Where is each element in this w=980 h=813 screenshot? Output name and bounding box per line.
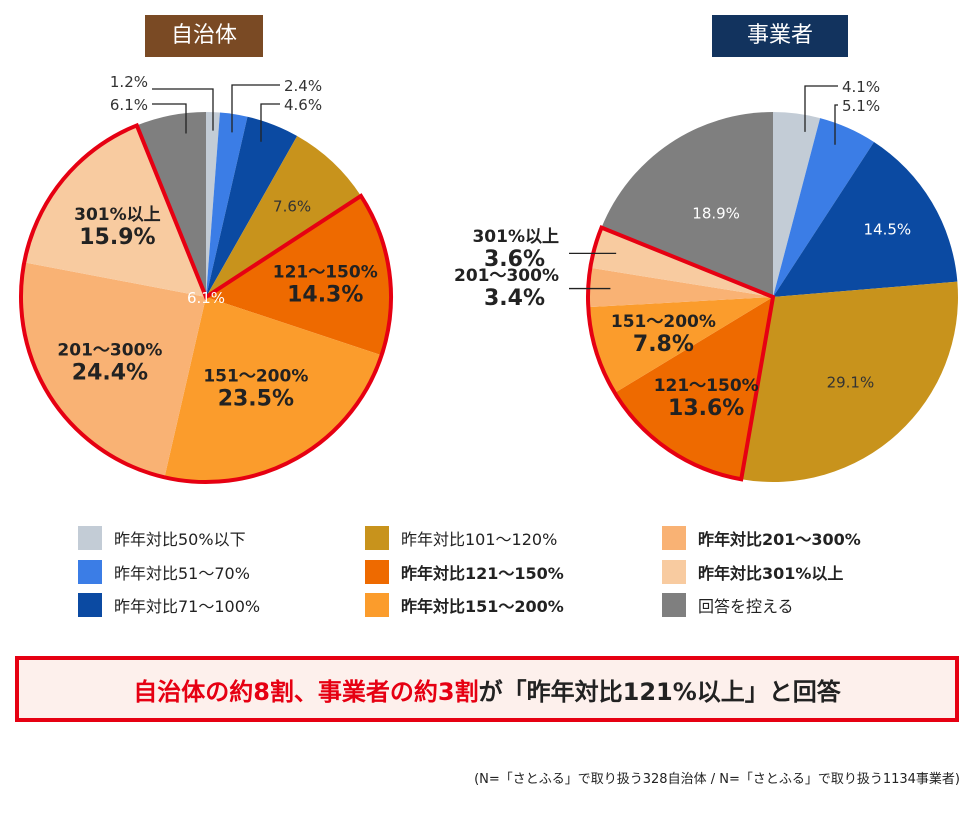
legend-label: 昨年対比50%以下 — [114, 530, 246, 549]
pie-1-label-value-5: 7.8% — [633, 332, 694, 357]
pie-1-slice-2 — [773, 141, 958, 297]
legend-swatch — [78, 593, 102, 617]
legend-swatch — [365, 526, 389, 550]
pie-1-callout-value-6: 3.4% — [484, 286, 545, 311]
legend-swatch — [662, 560, 686, 584]
pie-charts: 7.6%121〜150%14.3%151〜200%23.5%201〜300%24… — [19, 73, 958, 484]
pie-0-slice-6 — [20, 262, 206, 478]
pie-1-label-value-2: 14.5% — [864, 221, 912, 239]
legend-label: 昨年対比151〜200% — [401, 597, 564, 616]
pie-1-slice-1 — [773, 118, 874, 298]
pie-0-label-value-6: 24.4% — [72, 361, 148, 386]
legend-swatch — [662, 593, 686, 617]
pie-1-slice-8 — [601, 112, 773, 297]
pie-1-callout-value-1: 5.1% — [842, 97, 880, 115]
pie-0-callout-value-8: 6.1% — [110, 96, 148, 114]
pie-1-label-value-3: 29.1% — [827, 374, 875, 392]
legend-swatch — [78, 560, 102, 584]
pie-0-label-range-4: 121〜150% — [273, 263, 378, 283]
pie-1-highlight-outline — [586, 225, 776, 482]
pie-0-slice-7 — [24, 125, 207, 298]
legend-item: 昨年対比151〜200% — [365, 592, 564, 618]
legend: 昨年対比50%以下 昨年対比51〜70% 昨年対比71〜100% 昨年対比101〜12… — [0, 518, 980, 628]
legend-swatch — [365, 560, 389, 584]
pie-0-label-value-7: 15.9% — [79, 225, 155, 250]
pie-0-slice-3 — [206, 136, 361, 297]
pie-1-leader-0 — [804, 85, 838, 132]
pie-1-callout-range-7: 301%以上 — [472, 227, 559, 247]
legend-label: 昨年対比101〜120% — [401, 530, 558, 549]
pie-0-highlight-outline — [19, 122, 393, 484]
pie-1-callout-value-7: 3.6% — [484, 247, 545, 272]
pie-1-slice-4 — [614, 297, 773, 480]
pie-0-label-value-8: 6.1% — [187, 289, 225, 307]
pie-0-label-range-6: 201〜300% — [57, 341, 162, 361]
pie-0-slice-2 — [206, 116, 298, 298]
legend-item: 昨年対比50%以下 — [78, 525, 246, 551]
pie-0-label-value-4: 14.3% — [287, 283, 363, 308]
pie-1-slice-6 — [587, 267, 773, 308]
pie-1-slice-5 — [588, 297, 773, 393]
legend-label: 昨年対比71〜100% — [114, 597, 261, 616]
pie-0-label-range-5: 151〜200% — [203, 367, 308, 387]
pie-0-callout-value-1: 2.4% — [284, 77, 322, 95]
callout-highlight: 自治体の約8割、事業者の約3割 — [133, 677, 479, 706]
pie-0-callout-value-2: 4.6% — [284, 96, 322, 114]
pie-1-label-range-5: 151〜200% — [611, 312, 716, 332]
pie-1-label-value-8: 18.9% — [692, 205, 740, 223]
chart-title-municipality: 自治体 — [145, 15, 263, 57]
pie-0-slice-4 — [206, 195, 391, 356]
pie-0-leader-0 — [152, 88, 214, 131]
summary-callout: 自治体の約8割、事業者の約3割 が「昨年対比121%以上」と回答 — [15, 656, 959, 722]
pie-0-label-range-7: 301%以上 — [74, 205, 161, 225]
pie-0-callout-value-0: 1.2% — [110, 73, 148, 91]
pie-0-label-value-5: 23.5% — [218, 387, 294, 412]
legend-label: 昨年対比301%以上 — [698, 564, 844, 583]
pie-0-leader-2 — [260, 103, 280, 142]
chart-title-business: 事業者 — [712, 15, 848, 57]
legend-item: 昨年対比121〜150% — [365, 559, 564, 585]
legend-swatch — [365, 593, 389, 617]
legend-label: 昨年対比51〜70% — [114, 564, 250, 583]
legend-item: 昨年対比51〜70% — [78, 559, 250, 585]
legend-label: 昨年対比201〜300% — [698, 530, 861, 549]
pie-0-slice-1 — [206, 112, 248, 297]
pie-1-slice-3 — [741, 281, 958, 482]
pie-1: 14.5% 29.1% 121〜150%13.6% 151〜200%7.8% 18.9%… — [454, 78, 958, 482]
legend-item: 昨年対比71〜100% — [78, 592, 260, 618]
callout-text: が「昨年対比121%以上」と回答 — [478, 677, 841, 706]
legend-item: 昨年対比301%以上 — [662, 559, 843, 585]
pie-0-leader-8 — [152, 103, 187, 134]
pie-1-slice-0 — [773, 112, 821, 297]
legend-label: 昨年対比121〜150% — [401, 564, 564, 583]
legend-swatch — [662, 526, 686, 550]
legend-item: 回答を控える — [662, 592, 794, 618]
pie-1-callout-value-0: 4.1% — [842, 78, 880, 96]
pie-1-leader-1 — [834, 104, 838, 145]
legend-item: 昨年対比201〜300% — [662, 525, 861, 551]
pie-1-label-range-4: 121〜150% — [654, 376, 759, 396]
legend-label: 回答を控える — [698, 597, 794, 616]
sample-size-note: (N=「さとふる」で取り扱う328自治体 / N=「さとふる」で取り扱う1134… — [474, 772, 960, 787]
pie-0-label-value-3: 7.6% — [273, 197, 311, 215]
pie-0-slice-0 — [206, 112, 220, 297]
pie-0-leader-1 — [231, 84, 280, 133]
legend-swatch — [78, 526, 102, 550]
legend-item: 昨年対比101〜120% — [365, 525, 557, 551]
pie-1-label-value-4: 13.6% — [668, 396, 744, 421]
pie-0: 7.6% 121〜150%14.3% 151〜200%23.5% 201〜300%24… — [19, 73, 393, 484]
pie-1-callout-range-6: 201〜300% — [454, 266, 559, 286]
